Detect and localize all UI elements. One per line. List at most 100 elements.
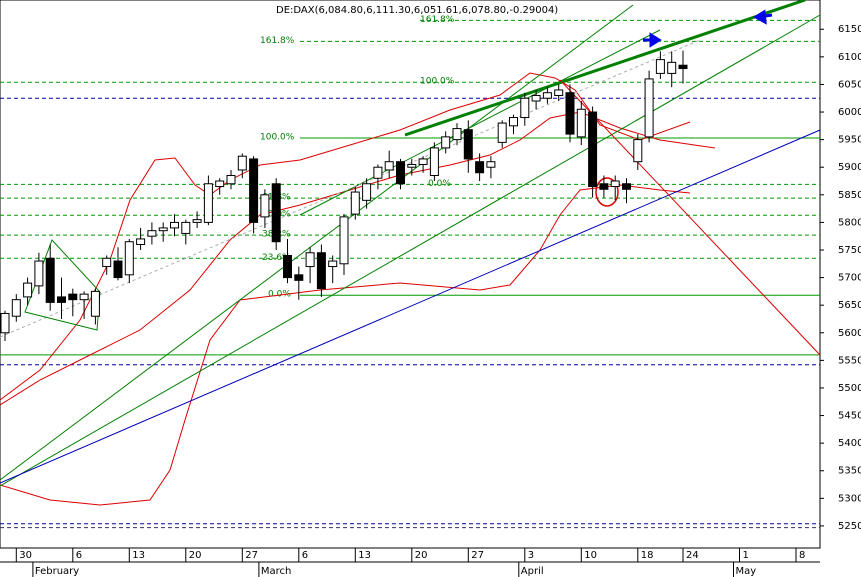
- candle-body: [418, 158, 428, 165]
- y-tick-label: 5850: [838, 190, 861, 201]
- candle-body: [79, 293, 89, 301]
- candle-body: [11, 299, 21, 317]
- candle-body: [622, 183, 631, 190]
- candle-body: [554, 89, 564, 96]
- x-tick-label: 6: [76, 550, 82, 561]
- candle-body: [260, 194, 270, 218]
- candle-body: [294, 274, 304, 281]
- candle-body: [486, 161, 496, 168]
- x-tick-label: 20: [415, 550, 428, 561]
- candle-body: [57, 296, 66, 303]
- y-tick-label: 5500: [838, 383, 861, 394]
- y-tick-label: 5300: [838, 493, 861, 504]
- candle-body: [350, 191, 360, 215]
- y-tick-label: 5650: [838, 300, 861, 311]
- y-tick-label: 5750: [838, 245, 861, 256]
- candle-body: [68, 293, 78, 301]
- bollinger-lower: [0, 184, 691, 506]
- candle-body: [452, 128, 462, 141]
- candle-body: [305, 252, 315, 268]
- x-tick-label: 3: [528, 550, 534, 561]
- x-tick-label: 27: [471, 550, 484, 561]
- trend-line: [0, 39, 701, 338]
- candles: [0, 50, 688, 342]
- candle-body: [520, 97, 530, 119]
- y-tick-label: 5700: [838, 273, 861, 284]
- candle-body: [249, 158, 259, 223]
- candle-body: [396, 161, 405, 185]
- candle-body: [429, 147, 439, 176]
- x-tick-label: 13: [132, 550, 145, 561]
- trend-line: [559, 79, 821, 356]
- candle-body: [644, 78, 654, 138]
- candle-body: [226, 174, 236, 185]
- candle-body: [509, 117, 518, 127]
- candle-body: [463, 129, 473, 160]
- month-label: May: [736, 566, 757, 577]
- trend-line-thick: [404, 0, 806, 137]
- candle-body: [362, 183, 372, 201]
- overlays: [0, 0, 821, 506]
- y-tick-label: 6100: [838, 52, 861, 63]
- y-tick-label: 5800: [838, 217, 861, 228]
- candle-body: [565, 92, 575, 135]
- y-tick-label: 5550: [838, 355, 861, 366]
- candle-body: [271, 183, 281, 243]
- candle-body: [124, 241, 134, 276]
- level-label: 100.0%: [260, 132, 295, 142]
- trend-line: [0, 4, 634, 481]
- arrow: [753, 9, 773, 25]
- candle-body: [441, 136, 451, 149]
- y-tick-label: 5900: [838, 162, 861, 173]
- candle-body: [588, 111, 598, 188]
- plot-frame: [0, 0, 821, 549]
- x-tick-label: 10: [584, 550, 597, 561]
- candle-body: [23, 282, 33, 298]
- candle-body: [542, 92, 552, 99]
- candle-body: [215, 180, 225, 188]
- y-tick-label: 5450: [838, 411, 861, 422]
- candle-body: [237, 155, 247, 171]
- x-tick-label: 18: [641, 550, 654, 561]
- candle-body: [576, 108, 586, 138]
- bollinger-middle: [0, 111, 716, 406]
- candle-body: [316, 252, 326, 290]
- bollinger-upper: [0, 72, 691, 401]
- x-tick-label: 6: [302, 550, 308, 561]
- y-tick-label: 5250: [838, 521, 861, 532]
- candle-body: [90, 290, 100, 317]
- y-tick-label: 5400: [838, 438, 861, 449]
- y-tick-label: 5950: [838, 135, 861, 146]
- month-label: February: [35, 566, 79, 577]
- y-tick-label: 5600: [838, 328, 861, 339]
- candle-body: [373, 166, 383, 179]
- candle-body: [407, 163, 417, 168]
- month-label: March: [261, 566, 291, 577]
- x-tick-label: 20: [189, 550, 202, 561]
- level-label: 23.6%: [262, 253, 291, 263]
- candle-body: [45, 257, 55, 303]
- level-label: 161.8%: [260, 36, 295, 46]
- arrow: [643, 32, 662, 48]
- x-tick-label: 24: [686, 550, 699, 561]
- candle-body: [328, 260, 338, 268]
- candle-body: [531, 94, 541, 102]
- level-label: 0.0%: [428, 179, 451, 189]
- candle-body: [667, 61, 677, 74]
- candle-body: [497, 122, 507, 143]
- x-tick-label: 27: [245, 550, 258, 561]
- trend-line: [0, 129, 821, 484]
- candle-body: [599, 183, 609, 190]
- candle-body: [34, 260, 44, 287]
- candle-body: [192, 219, 202, 223]
- candle-body: [158, 227, 168, 232]
- x-tick-label: 1: [743, 550, 749, 561]
- candle-body: [136, 238, 146, 245]
- y-tick-label: 6050: [838, 79, 861, 90]
- trend-line: [0, 14, 821, 487]
- candle-body: [678, 64, 688, 70]
- candle-body: [147, 230, 157, 237]
- candle-body: [181, 221, 191, 234]
- candle-body: [0, 312, 10, 334]
